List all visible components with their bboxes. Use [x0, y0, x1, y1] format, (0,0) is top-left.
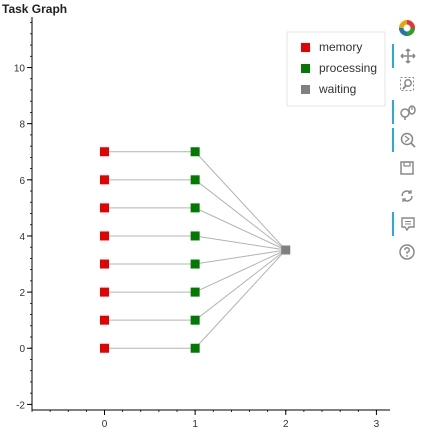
y-tick-label: 6: [19, 176, 25, 187]
chart-title: Task Graph: [2, 2, 68, 16]
save-tool-button[interactable]: [392, 156, 422, 180]
legend-swatch-waiting: [301, 85, 310, 94]
chart-toolbar: [392, 16, 422, 266]
wheel-zoom-tool-button[interactable]: [392, 100, 422, 124]
task-node-memory[interactable]: [100, 231, 110, 241]
task-node-memory[interactable]: [100, 147, 110, 157]
reset-tool-button[interactable]: [392, 184, 422, 208]
task-node-memory[interactable]: [100, 175, 110, 185]
graph-edge: [195, 249, 286, 265]
task-node-processing[interactable]: [190, 343, 200, 353]
graph-edge: [194, 179, 287, 251]
help-tool-button[interactable]: [392, 240, 422, 264]
graph-edge: [194, 249, 287, 349]
wheel-zoom-icon: [400, 105, 416, 120]
legend-label-processing[interactable]: processing: [319, 61, 377, 75]
box-zoom-icon: [400, 77, 414, 91]
task-node-processing[interactable]: [190, 231, 200, 241]
graph-edge: [194, 249, 287, 321]
legend-label-waiting[interactable]: waiting: [318, 82, 356, 96]
x-tick-label: 2: [283, 419, 289, 430]
y-tick-label: 0: [19, 344, 25, 355]
pan-tool-button[interactable]: [392, 44, 422, 68]
bokeh-logo[interactable]: [392, 16, 422, 40]
y-tick-label: 10: [14, 64, 26, 75]
y-tick-label: 4: [19, 232, 25, 243]
legend-swatch-memory: [301, 43, 310, 52]
x-tick-label: 1: [192, 419, 198, 430]
hover-tool-button[interactable]: [392, 212, 422, 236]
graph-edge: [194, 207, 286, 251]
task-node-waiting[interactable]: [281, 245, 291, 255]
task-node-processing[interactable]: [190, 147, 200, 157]
task-node-memory[interactable]: [100, 259, 110, 269]
task-node-memory[interactable]: [100, 315, 110, 325]
pan-icon: [400, 48, 416, 64]
zoom-in-tool-button[interactable]: [392, 128, 422, 152]
reset-icon: [401, 190, 413, 202]
task-node-processing[interactable]: [190, 203, 200, 213]
x-tick-label: 0: [102, 419, 108, 430]
hover-icon: [401, 217, 415, 232]
box-zoom-tool-button[interactable]: [392, 72, 422, 96]
help-icon: [399, 244, 415, 260]
zoom-in-icon: [400, 132, 416, 148]
graph-edge: [194, 151, 287, 251]
task-node-processing[interactable]: [190, 175, 200, 185]
task-node-memory[interactable]: [100, 287, 110, 297]
task-node-memory[interactable]: [100, 203, 110, 213]
legend-swatch-processing: [301, 64, 310, 73]
x-tick-label: 3: [374, 419, 380, 430]
graph-edge: [195, 235, 286, 251]
task-node-processing[interactable]: [190, 259, 200, 269]
task-graph-chart[interactable]: -2 0 2 4 6 8 10 0 1 2 3 memory processing waiting: [0, 0, 392, 441]
task-node-processing[interactable]: [190, 315, 200, 325]
save-icon: [400, 161, 414, 175]
y-tick-label: -2: [16, 400, 25, 411]
graph-edge: [194, 249, 286, 293]
y-tick-label: 2: [19, 288, 25, 299]
y-tick-label: 8: [19, 120, 25, 131]
legend-label-memory[interactable]: memory: [319, 40, 362, 54]
task-node-memory[interactable]: [100, 343, 110, 353]
task-node-processing[interactable]: [190, 287, 200, 297]
